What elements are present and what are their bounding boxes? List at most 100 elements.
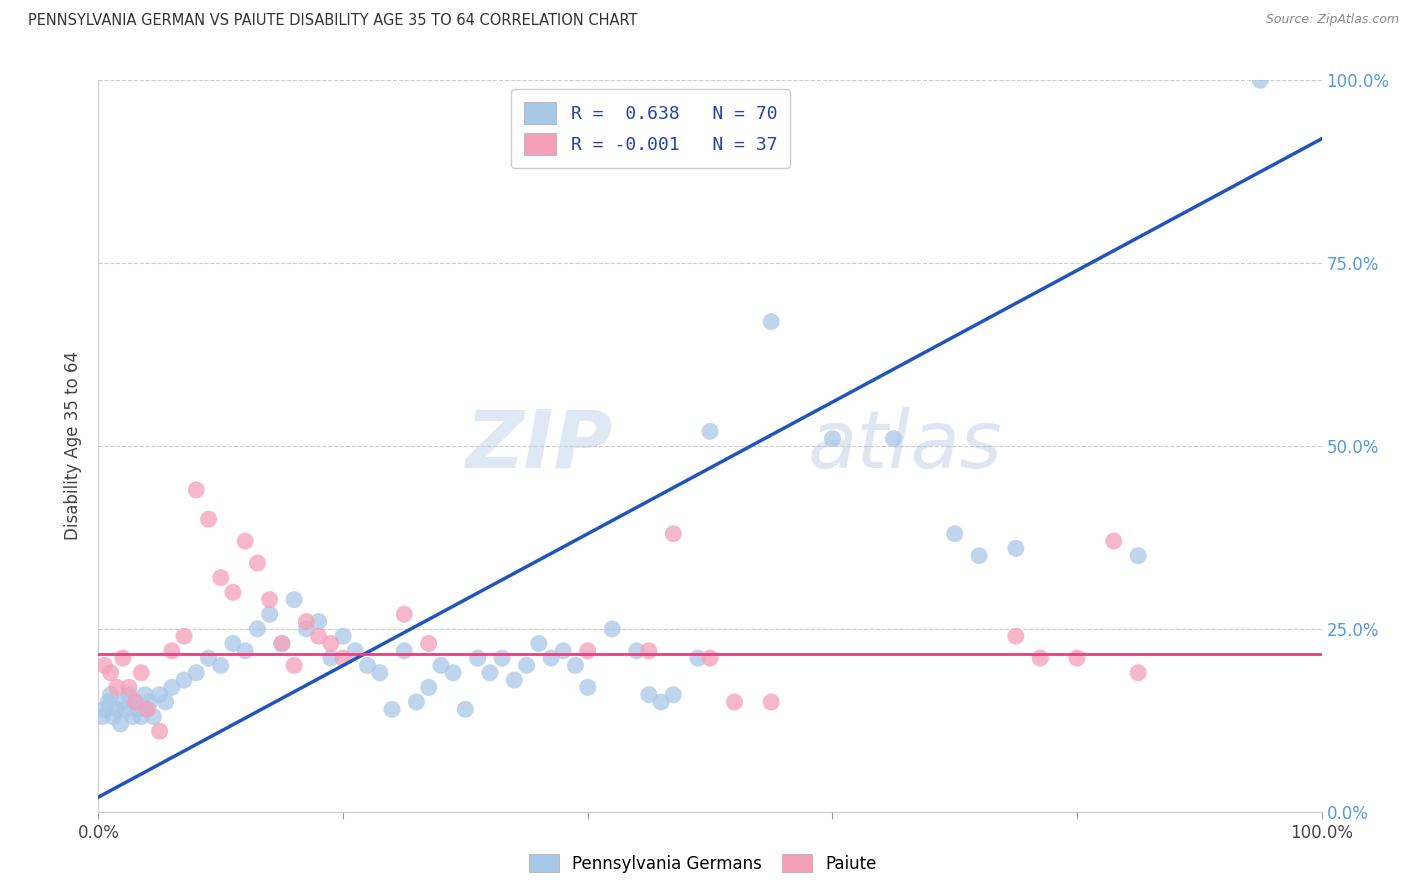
Point <box>149 724 172 739</box>
Point <box>186 483 208 497</box>
Point <box>111 651 134 665</box>
Legend: Pennsylvania Germans, Paiute: Pennsylvania Germans, Paiute <box>523 847 883 880</box>
Point <box>100 688 122 702</box>
Point <box>233 644 256 658</box>
Point <box>259 607 281 622</box>
Point <box>368 665 391 680</box>
Point <box>699 651 721 665</box>
Point <box>124 695 146 709</box>
Point <box>392 607 416 622</box>
Point <box>540 651 562 665</box>
Y-axis label: Disability Age 35 to 64: Disability Age 35 to 64 <box>65 351 83 541</box>
Point <box>222 585 245 599</box>
Point <box>110 717 132 731</box>
Text: Source: ZipAtlas.com: Source: ZipAtlas.com <box>1265 13 1399 27</box>
Point <box>105 702 128 716</box>
Point <box>392 644 416 658</box>
Point <box>943 526 966 541</box>
Point <box>91 709 114 723</box>
Point <box>1128 665 1150 680</box>
Point <box>283 592 305 607</box>
Point <box>129 665 152 680</box>
Point <box>405 695 427 709</box>
Point <box>160 644 183 658</box>
Point <box>761 695 783 709</box>
Point <box>503 673 526 687</box>
Point <box>662 526 685 541</box>
Point <box>173 629 195 643</box>
Point <box>186 665 208 680</box>
Point <box>319 651 342 665</box>
Point <box>1066 651 1088 665</box>
Point <box>124 695 146 709</box>
Point <box>136 702 159 716</box>
Point <box>308 615 330 629</box>
Point <box>553 644 575 658</box>
Point <box>467 651 489 665</box>
Point <box>1029 651 1052 665</box>
Point <box>308 629 330 643</box>
Text: atlas: atlas <box>808 407 1002 485</box>
Point <box>626 644 648 658</box>
Point <box>246 556 269 570</box>
Point <box>173 673 195 687</box>
Text: PENNSYLVANIA GERMAN VS PAIUTE DISABILITY AGE 35 TO 64 CORRELATION CHART: PENNSYLVANIA GERMAN VS PAIUTE DISABILITY… <box>28 13 637 29</box>
Point <box>662 688 685 702</box>
Point <box>478 665 501 680</box>
Point <box>246 622 269 636</box>
Point <box>441 665 464 680</box>
Point <box>209 571 232 585</box>
Point <box>139 695 162 709</box>
Point <box>111 695 134 709</box>
Point <box>97 695 120 709</box>
Point <box>197 512 219 526</box>
Legend: R =  0.638   N = 70, R = -0.001   N = 37: R = 0.638 N = 70, R = -0.001 N = 37 <box>512 89 790 168</box>
Point <box>418 681 440 695</box>
Point <box>259 592 281 607</box>
Point <box>105 681 128 695</box>
Point <box>283 658 305 673</box>
Point <box>527 636 550 650</box>
Point <box>129 709 152 723</box>
Point <box>101 709 124 723</box>
Point <box>160 681 183 695</box>
Point <box>127 702 149 716</box>
Point <box>344 644 367 658</box>
Point <box>118 688 141 702</box>
Point <box>100 665 122 680</box>
Point <box>638 688 661 702</box>
Point <box>430 658 453 673</box>
Point <box>491 651 513 665</box>
Point <box>1250 73 1272 87</box>
Point <box>1102 534 1125 549</box>
Point <box>319 636 342 650</box>
Point <box>576 644 599 658</box>
Point <box>686 651 709 665</box>
Point <box>295 615 318 629</box>
Point <box>418 636 440 650</box>
Point <box>761 315 783 329</box>
Point <box>356 658 378 673</box>
Point <box>155 695 177 709</box>
Point <box>1004 629 1026 643</box>
Point <box>295 622 318 636</box>
Point <box>233 534 256 549</box>
Point <box>270 636 294 650</box>
Point <box>650 695 672 709</box>
Point <box>381 702 404 716</box>
Point <box>197 651 219 665</box>
Point <box>883 432 905 446</box>
Point <box>134 688 156 702</box>
Point <box>516 658 538 673</box>
Text: ZIP: ZIP <box>465 407 612 485</box>
Point <box>821 432 844 446</box>
Point <box>699 425 721 439</box>
Point <box>1004 541 1026 556</box>
Point <box>1128 549 1150 563</box>
Point <box>142 709 165 723</box>
Point <box>723 695 745 709</box>
Point <box>576 681 599 695</box>
Point <box>270 636 294 650</box>
Point <box>114 702 136 716</box>
Point <box>121 709 143 723</box>
